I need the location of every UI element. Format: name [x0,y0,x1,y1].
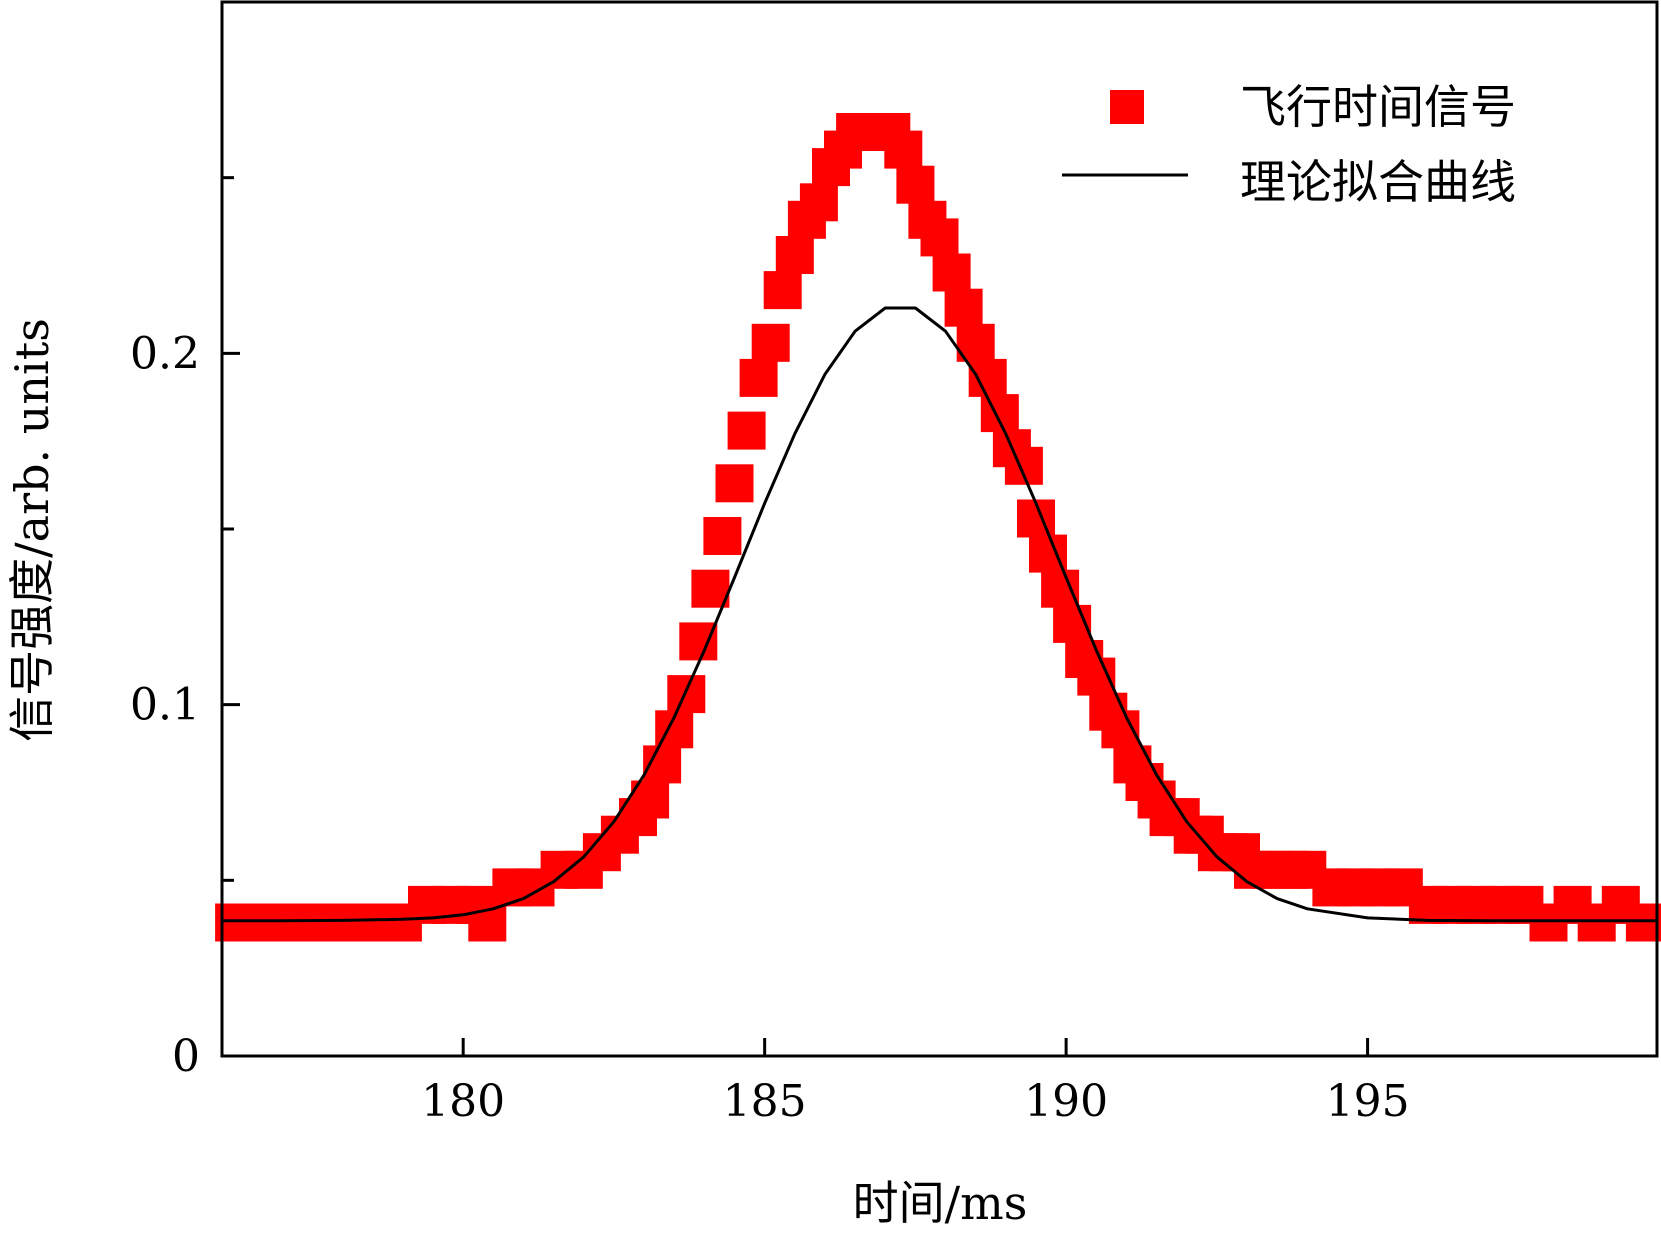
x-axis-label: 时间/ms [853,1176,1028,1230]
legend: 飞行时间信号 理论拟合曲线 [1062,80,1516,209]
scatter-point [799,183,838,222]
legend-label-scatter: 飞行时间信号 [1240,80,1516,134]
scatter-point [884,130,923,169]
axes: 180 185 190 195 0 0.1 0.2 [130,0,1659,1127]
scatter-point [667,675,706,714]
scatter-point [679,622,718,661]
scatter-point [763,271,802,310]
fit-curve-line [222,306,1657,923]
scatter-point [739,358,778,397]
scatter-point [715,464,754,503]
scatter-point [920,218,959,257]
scatter-point [1625,903,1661,942]
x-tick-label: 195 [1326,1076,1410,1127]
scatter-point [932,253,971,292]
x-tick-label: 185 [723,1076,807,1127]
scatter-point [703,517,742,555]
x-tick-label: 180 [421,1076,505,1127]
scatter-point [896,165,935,204]
y-tick-label: 0 [172,1031,200,1082]
legend-marker-scatter [1110,90,1144,124]
scatter-point [751,323,790,362]
y-tick-label: 0.2 [130,328,200,379]
scatter-point [980,394,1019,433]
data-marks [215,113,1661,942]
y-tick-label: 0.1 [130,680,200,731]
scatter-point [968,358,1007,397]
y-axis-label: 信号强度/arb. units [5,318,59,742]
scatter-point [775,236,814,274]
scatter-point [1041,569,1080,608]
scatter-point [944,288,983,327]
legend-label-fit: 理论拟合曲线 [1240,155,1516,209]
scatter-point [727,411,766,450]
x-tick-label: 190 [1024,1076,1108,1127]
